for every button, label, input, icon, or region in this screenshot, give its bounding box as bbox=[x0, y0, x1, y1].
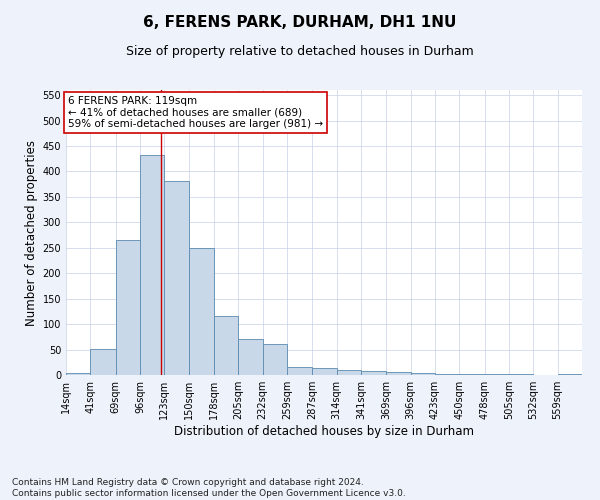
Bar bbox=[287, 368, 312, 375]
Bar bbox=[435, 374, 460, 375]
Bar bbox=[263, 344, 287, 375]
Bar bbox=[460, 374, 485, 375]
Bar bbox=[557, 374, 582, 375]
Bar bbox=[337, 370, 361, 375]
Bar bbox=[410, 373, 435, 375]
Bar bbox=[116, 240, 140, 375]
Bar bbox=[312, 368, 337, 375]
Bar bbox=[66, 374, 91, 375]
Bar bbox=[238, 340, 263, 375]
Bar bbox=[386, 372, 410, 375]
Bar bbox=[509, 374, 533, 375]
Text: 6 FERENS PARK: 119sqm
← 41% of detached houses are smaller (689)
59% of semi-det: 6 FERENS PARK: 119sqm ← 41% of detached … bbox=[68, 96, 323, 130]
Text: Contains HM Land Registry data © Crown copyright and database right 2024.
Contai: Contains HM Land Registry data © Crown c… bbox=[12, 478, 406, 498]
Bar bbox=[164, 181, 188, 375]
Bar bbox=[91, 348, 116, 375]
Bar bbox=[140, 154, 164, 375]
Bar bbox=[485, 374, 509, 375]
Text: 6, FERENS PARK, DURHAM, DH1 1NU: 6, FERENS PARK, DURHAM, DH1 1NU bbox=[143, 15, 457, 30]
X-axis label: Distribution of detached houses by size in Durham: Distribution of detached houses by size … bbox=[174, 425, 474, 438]
Bar bbox=[214, 316, 238, 375]
Bar bbox=[188, 248, 214, 375]
Bar bbox=[361, 372, 386, 375]
Text: Size of property relative to detached houses in Durham: Size of property relative to detached ho… bbox=[126, 45, 474, 58]
Y-axis label: Number of detached properties: Number of detached properties bbox=[25, 140, 38, 326]
